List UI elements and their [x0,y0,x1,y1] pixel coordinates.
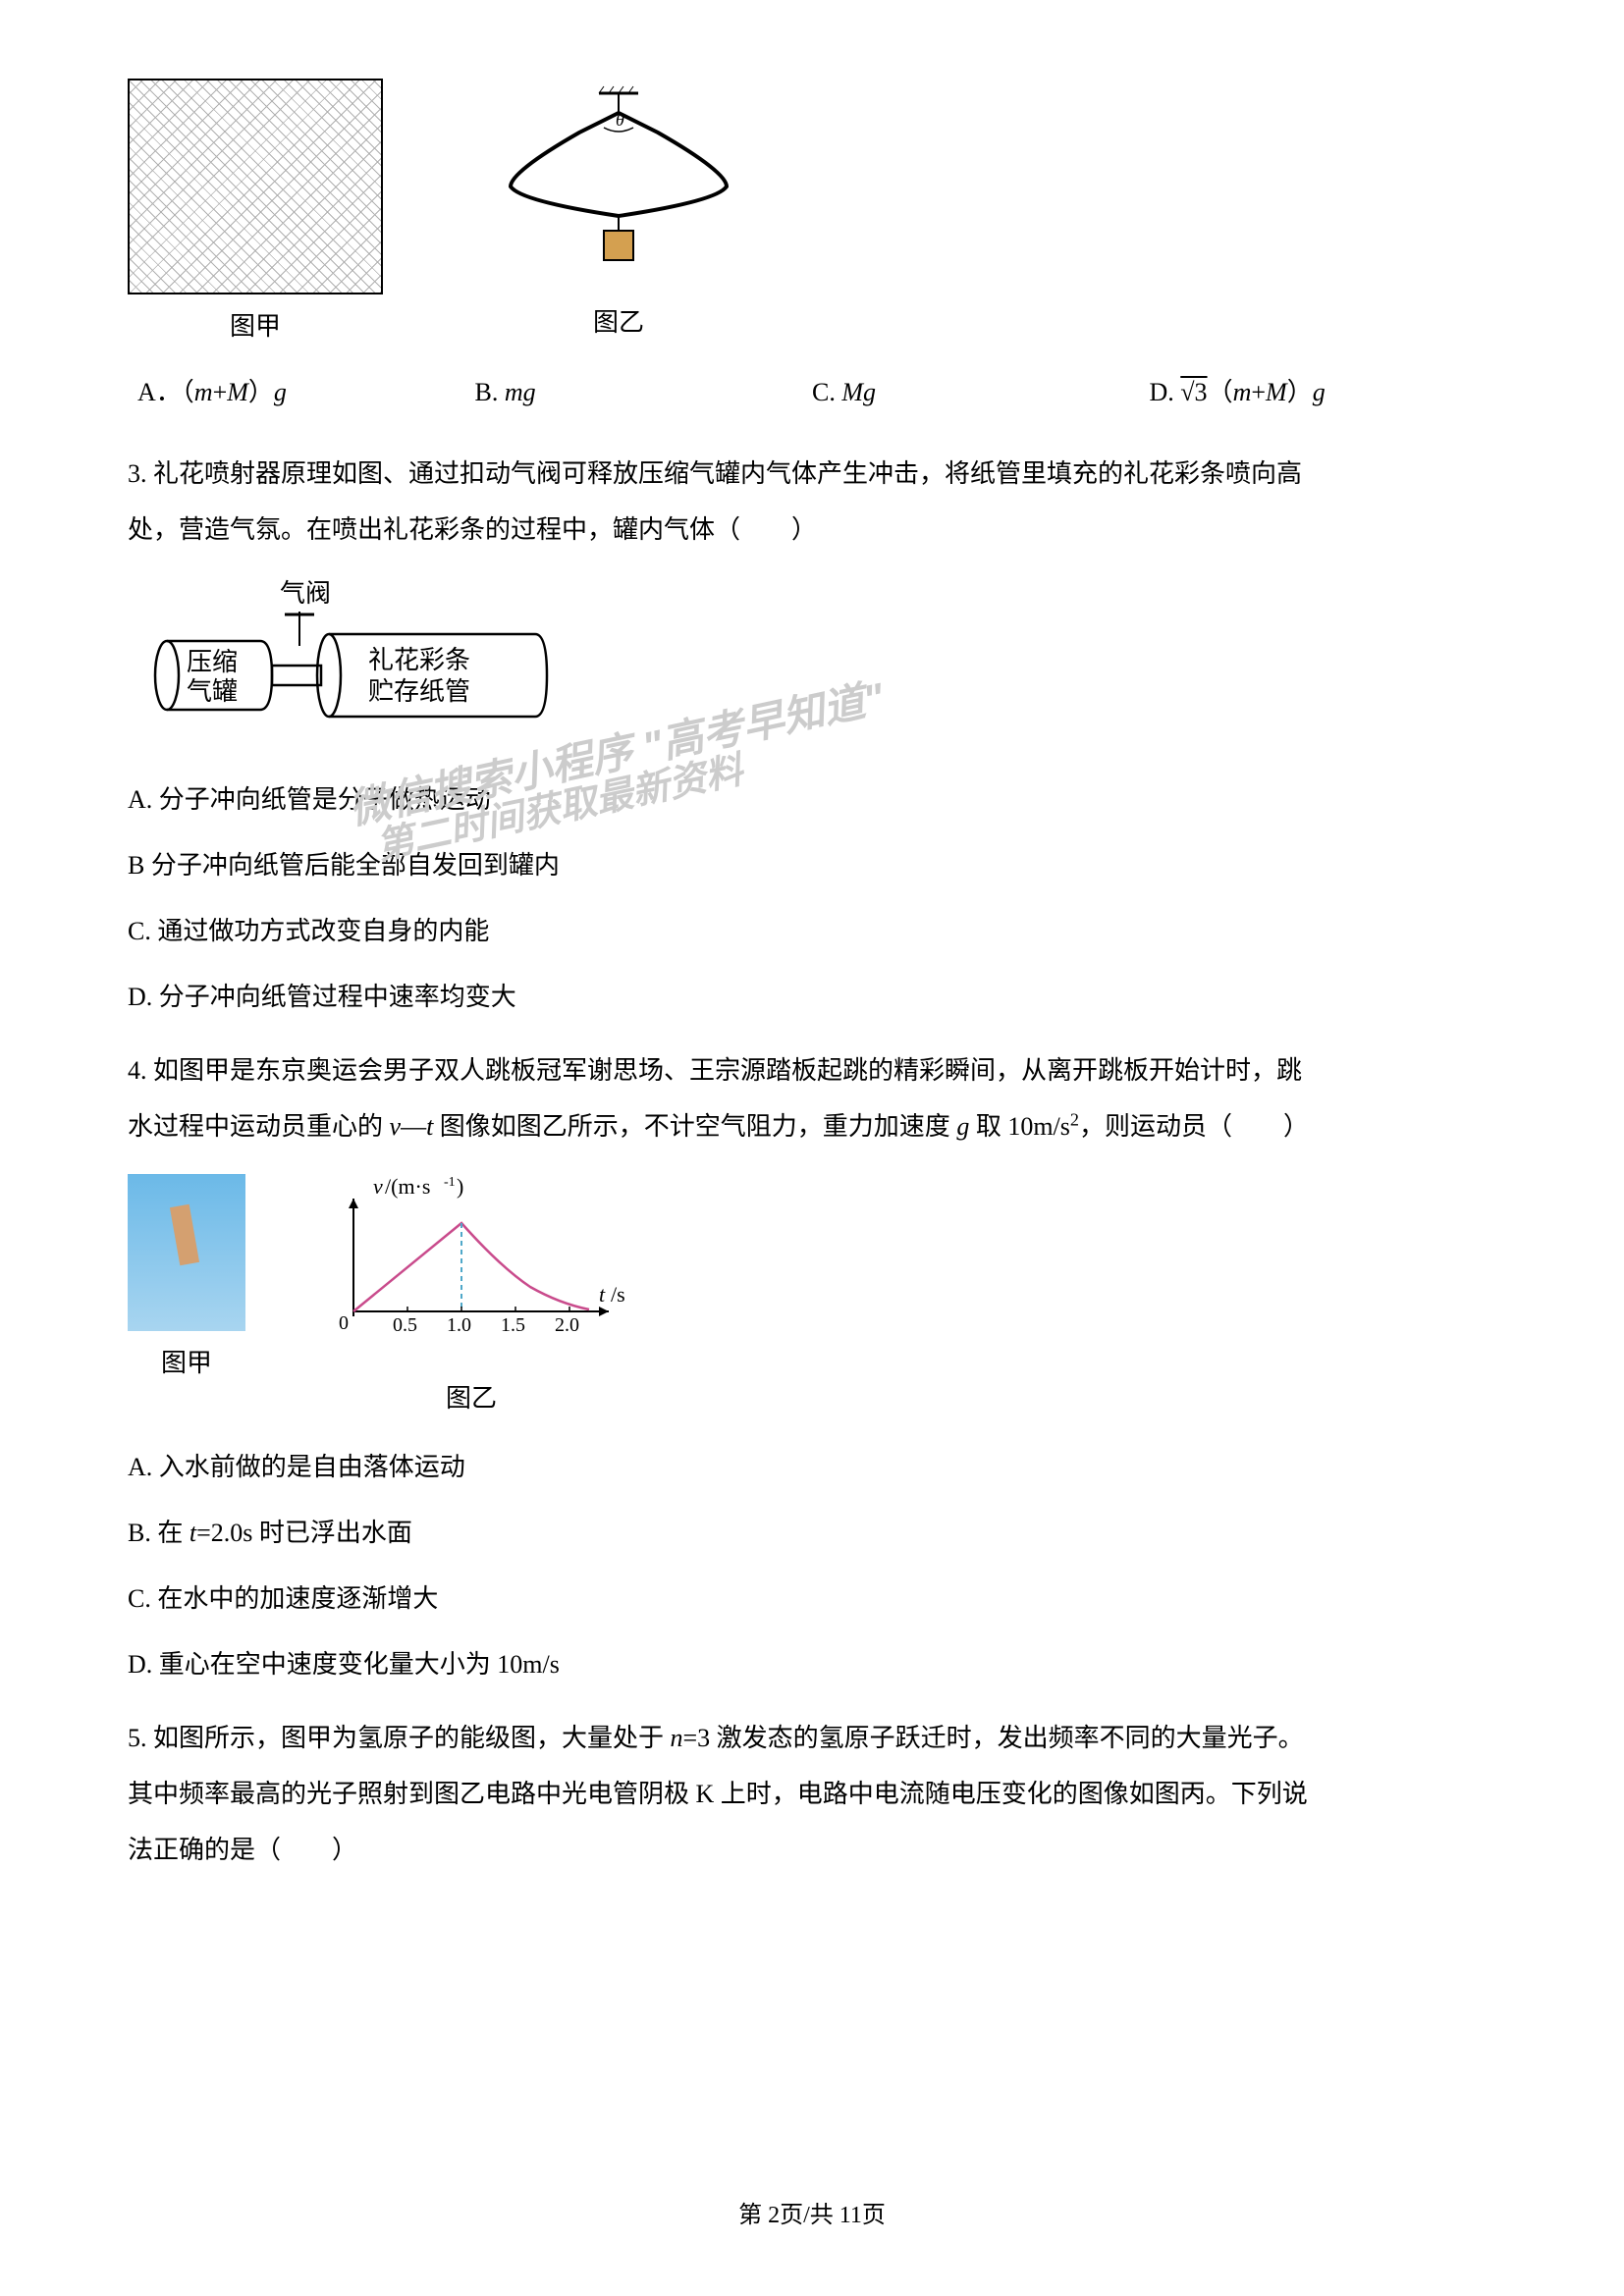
q3-diagram: 气阀 压缩 气罐 礼花彩条 贮存纸管 [128,577,1496,760]
q4-text: 4. 如图甲是东京奥运会男子双人跳板冠军谢思场、王宗源踏板起跳的精彩瞬间，从离开… [128,1042,1496,1154]
svg-text:1.5: 1.5 [501,1314,525,1336]
q5-text: 5. 如图所示，图甲为氢原子的能级图，大量处于 n=3 激发态的氢原子跃迁时，发… [128,1710,1496,1879]
q3-option-a: A. 分子冲向纸管是分子做热运动 [128,774,1496,826]
q3-text: 3. 礼花喷射器原理如图、通过扣动气阀可释放压缩气罐内气体产生冲击，将纸管里填充… [128,446,1496,558]
svg-text:0.5: 0.5 [393,1314,417,1336]
tube-label-2: 贮存纸管 [368,677,470,706]
diver-image [128,1174,245,1331]
q4-fig-yi-label: 图乙 [304,1376,638,1422]
q4-figures: 图甲 v /(m·s -1 ) t /s 0 0.5 1.0 1.5 2.0 图… [128,1174,1496,1422]
q4-fig-yi: v /(m·s -1 ) t /s 0 0.5 1.0 1.5 2.0 图乙 [304,1174,638,1422]
q2-option-c: C. Mg [812,370,1150,416]
svg-text:): ) [457,1174,463,1199]
svg-text:/s: /s [611,1282,625,1307]
q4-option-c: C. 在水中的加速度逐渐增大 [128,1574,1496,1625]
svg-text:-1: -1 [444,1175,456,1190]
q3-option-d: D. 分子冲向纸管过程中速率均变大 [128,972,1496,1023]
q3-option-c: C. 通过做功方式改变自身的内能 [128,906,1496,957]
svg-text:1.0: 1.0 [447,1314,471,1336]
figure-jia-container: 图甲 [128,79,383,350]
svg-text:2.0: 2.0 [555,1314,579,1336]
q2-option-b: B. mg [475,370,813,416]
tube-label-1: 礼花彩条 [368,646,470,674]
svg-text:0: 0 [339,1312,349,1334]
svg-text:/(m·s: /(m·s [385,1174,430,1199]
q2-option-d: D. √3（m+M）g [1150,370,1488,416]
q4-option-b: B. 在 t=2.0s 时已浮出水面 [128,1508,1496,1559]
figure-yi-svg: θ [481,79,756,275]
tank-label-1: 压缩 [187,648,238,676]
q2-option-a: A．（m+M）g [137,370,475,416]
q4-option-d: D. 重心在空中速度变化量大小为 10m/s [128,1639,1496,1690]
figure-jia-image [128,79,383,294]
figure-jia-label: 图甲 [128,304,383,350]
q4-option-a: A. 入水前做的是自由落体运动 [128,1442,1496,1493]
q4-fig-jia-label: 图甲 [128,1341,245,1387]
svg-text:v: v [373,1174,383,1199]
figure-yi-label: 图乙 [481,300,756,347]
theta-label: θ [616,110,624,130]
valve-label: 气阀 [280,579,331,608]
vt-graph: v /(m·s -1 ) t /s 0 0.5 1.0 1.5 2.0 [304,1174,638,1351]
q3-option-b: B 分子冲向纸管后能全部自发回到罐内 [128,840,1496,891]
page-footer: 第 2页/共 11页 [0,2195,1624,2237]
q4-fig-jia: 图甲 [128,1174,245,1387]
svg-text:t: t [599,1282,606,1307]
q2-options: A．（m+M）g B. mg C. Mg D. √3（m+M）g [128,370,1496,416]
q2-figures: 图甲 θ 图乙 [128,79,1496,350]
tank-label-2: 气罐 [187,677,238,706]
figure-yi-container: θ 图乙 [481,79,756,347]
